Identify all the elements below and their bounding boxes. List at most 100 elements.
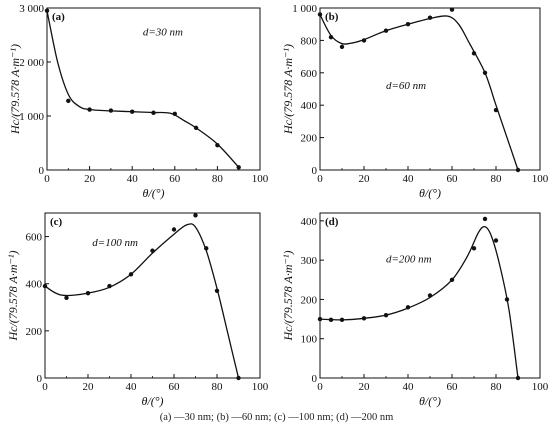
data-point: [236, 375, 241, 381]
x-tick-label: 0: [317, 381, 323, 393]
x-tick-label: 40: [403, 173, 415, 185]
data-point: [405, 305, 411, 310]
x-tick-label: 0: [42, 381, 48, 393]
data-point: [383, 28, 389, 33]
y-axis-label: Hc/(79.578 A·m⁻¹): [281, 250, 295, 341]
figure: 0 20 40 60 80 100 0 1 000 2 000 3 000 θ/(°) Hc/(79.…: [6, 3, 549, 408]
x-tick-label: 20: [84, 173, 96, 185]
data-point: [449, 7, 455, 12]
y-tick-label: 200: [301, 294, 318, 306]
x-tick-label: 80: [491, 381, 503, 393]
data-point: [361, 316, 367, 321]
data-point: [214, 288, 220, 293]
y-tick-label: 0: [39, 165, 45, 177]
data-point: [471, 246, 477, 251]
x-tick-label: 100: [252, 173, 269, 185]
x-tick-label: 80: [212, 381, 224, 393]
data-point: [215, 142, 220, 148]
data-point: [471, 51, 477, 56]
y-tick-label: 600: [26, 232, 43, 244]
x-tick-label: 100: [532, 381, 549, 393]
data-point: [482, 216, 488, 222]
data-point: [317, 12, 323, 17]
y-tick-label: 600: [301, 68, 318, 80]
y-tick-label: 100: [301, 334, 318, 346]
x-axis-label: θ/(°): [142, 186, 164, 200]
panel-label: (c): [50, 216, 63, 228]
x-tick-label: 100: [252, 381, 269, 393]
curve-annotation: d=100 nm: [92, 237, 138, 249]
data-point: [493, 238, 499, 243]
y-tick-label: 200: [26, 326, 43, 338]
y-tick-label: 0: [37, 373, 43, 385]
x-tick-label: 80: [491, 173, 503, 185]
y-tick-label: 400: [26, 279, 43, 291]
panel-1: 0 20 40 60 80 100 0 1 000 2 000 3 000 θ/(°) Hc/(79.…: [8, 3, 269, 200]
y-tick-label: 1 000: [19, 111, 44, 123]
curve-annotation: d=200 nm: [386, 254, 432, 266]
data-point: [515, 167, 521, 173]
y-tick-label: 1 000: [292, 3, 317, 15]
x-tick-label: 20: [359, 173, 371, 185]
y-tick-label: 400: [301, 100, 318, 112]
data-point: [204, 246, 209, 251]
curve-annotation: d=30 nm: [143, 27, 183, 39]
plot-frame: [319, 7, 541, 171]
data-point: [150, 248, 155, 253]
plot-frame: [44, 212, 261, 379]
y-tick-label: 400: [301, 216, 318, 228]
fit-curve: [319, 226, 519, 379]
data-point: [328, 317, 334, 323]
data-point: [85, 290, 91, 296]
data-point: [107, 283, 112, 289]
y-axis-label: Hc/(79.578 A·m⁻¹): [281, 44, 295, 135]
data-point: [383, 312, 389, 318]
data-point: [339, 317, 345, 323]
x-tick-label: 100: [532, 173, 549, 185]
data-point: [493, 107, 499, 113]
y-tick-label: 3 000: [19, 3, 44, 15]
x-tick-label: 20: [359, 381, 371, 393]
data-point: [236, 165, 241, 170]
y-tick-label: 200: [301, 133, 318, 145]
panel-3: 0 20 40 60 80 100 0 200 400 600 θ/(°) Hc/(79.578 A·…: [6, 212, 269, 408]
panel-label: (d): [325, 216, 339, 228]
data-point: [87, 107, 92, 112]
figure-caption: (a) —30 nm; (b) —60 nm; (c) —100 nm; (d)…: [159, 412, 394, 423]
x-tick-label: 60: [169, 381, 181, 393]
data-point: [482, 70, 488, 76]
data-point: [44, 8, 50, 13]
x-axis-label: θ/(°): [141, 394, 163, 408]
data-point: [130, 109, 135, 114]
data-point: [328, 34, 334, 40]
data-point: [108, 108, 114, 113]
y-tick-label: 800: [301, 35, 318, 47]
y-tick-label: 0: [312, 165, 318, 177]
data-point: [317, 316, 323, 322]
data-point: [449, 277, 455, 282]
x-tick-label: 40: [126, 381, 138, 393]
data-point: [42, 283, 48, 289]
fit-curve: [44, 223, 240, 379]
x-axis-label: θ/(°): [419, 394, 441, 408]
y-tick-label: 2 000: [19, 57, 44, 69]
x-tick-label: 40: [403, 381, 415, 393]
data-point: [504, 297, 510, 302]
data-point: [515, 375, 521, 381]
panel-4: 0 20 40 60 80 100 0 100 200 300 400 θ/(°) Hc/(79.578…: [281, 212, 549, 408]
x-tick-label: 80: [212, 173, 224, 185]
data-point: [405, 22, 411, 27]
panel-label: (b): [325, 11, 339, 23]
x-tick-label: 40: [127, 173, 139, 185]
data-point: [172, 111, 177, 117]
data-point: [427, 293, 433, 298]
panel-label: (a): [52, 11, 65, 23]
y-tick-label: 0: [312, 373, 318, 385]
data-point: [361, 38, 367, 43]
data-point: [339, 44, 345, 50]
data-point: [171, 227, 177, 232]
x-tick-label: 0: [44, 173, 50, 185]
y-tick-label: 300: [301, 255, 318, 267]
x-tick-label: 60: [447, 381, 459, 393]
y-axis-label: Hc/(79.578 A·m⁻¹): [8, 44, 22, 135]
